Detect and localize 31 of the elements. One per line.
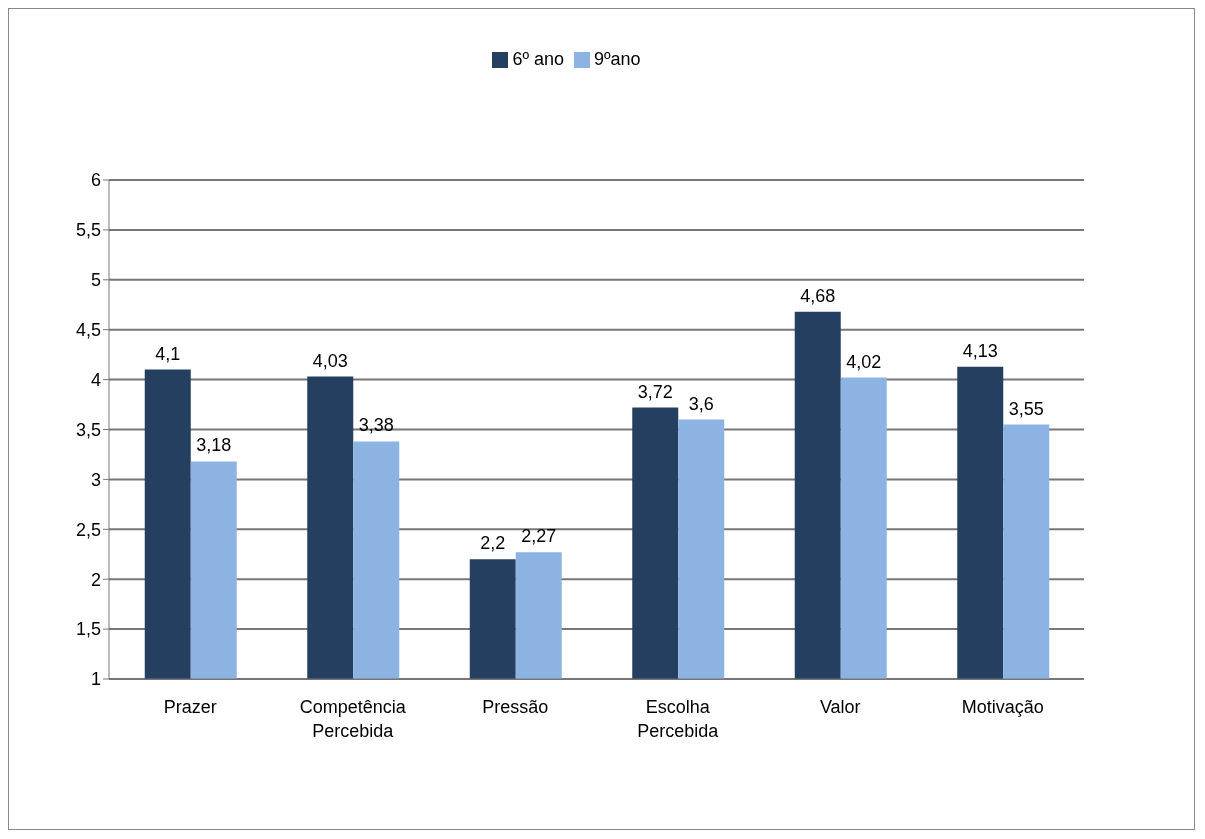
- data-label: 4,03: [312, 350, 348, 371]
- y-tick-label: 2: [90, 569, 101, 590]
- y-tick-label: 6: [90, 170, 101, 191]
- x-tick-label: Competência Percebida: [299, 697, 407, 741]
- x-tick-label: Escolha Percebida: [637, 697, 720, 741]
- y-tick-label: 4,5: [75, 320, 101, 341]
- x-tick-label: Pressão: [482, 697, 549, 717]
- legend-label: 6º ano: [512, 49, 564, 69]
- legend-label: 9ºano: [594, 49, 641, 69]
- data-label: 4,68: [800, 285, 836, 306]
- y-tick-label: 1: [90, 669, 101, 690]
- data-label: 3,18: [196, 435, 232, 456]
- data-label: 4,13: [962, 340, 998, 361]
- y-tick-label: 1,5: [75, 619, 101, 640]
- y-tick-label: 3,5: [75, 419, 101, 440]
- y-tick-label: 5,5: [75, 220, 101, 241]
- y-tick-label: 4: [90, 369, 101, 390]
- data-label: 3,38: [358, 415, 394, 436]
- y-tick-label: 3: [90, 469, 101, 490]
- y-tick-label: 2,5: [75, 519, 101, 540]
- x-tick-label: Valor: [819, 697, 861, 717]
- y-tick-label: 5: [90, 270, 101, 291]
- data-label: 3,72: [637, 381, 673, 402]
- data-label: 2,2: [480, 533, 506, 554]
- data-label: 3,6: [688, 393, 714, 414]
- x-tick-label: Prazer: [163, 697, 217, 717]
- data-label: 2,27: [521, 526, 557, 547]
- data-label: 4,1: [155, 343, 181, 364]
- data-label: 3,55: [1008, 398, 1044, 419]
- data-label: 4,02: [846, 351, 882, 372]
- x-tick-label: Motivação: [961, 697, 1044, 717]
